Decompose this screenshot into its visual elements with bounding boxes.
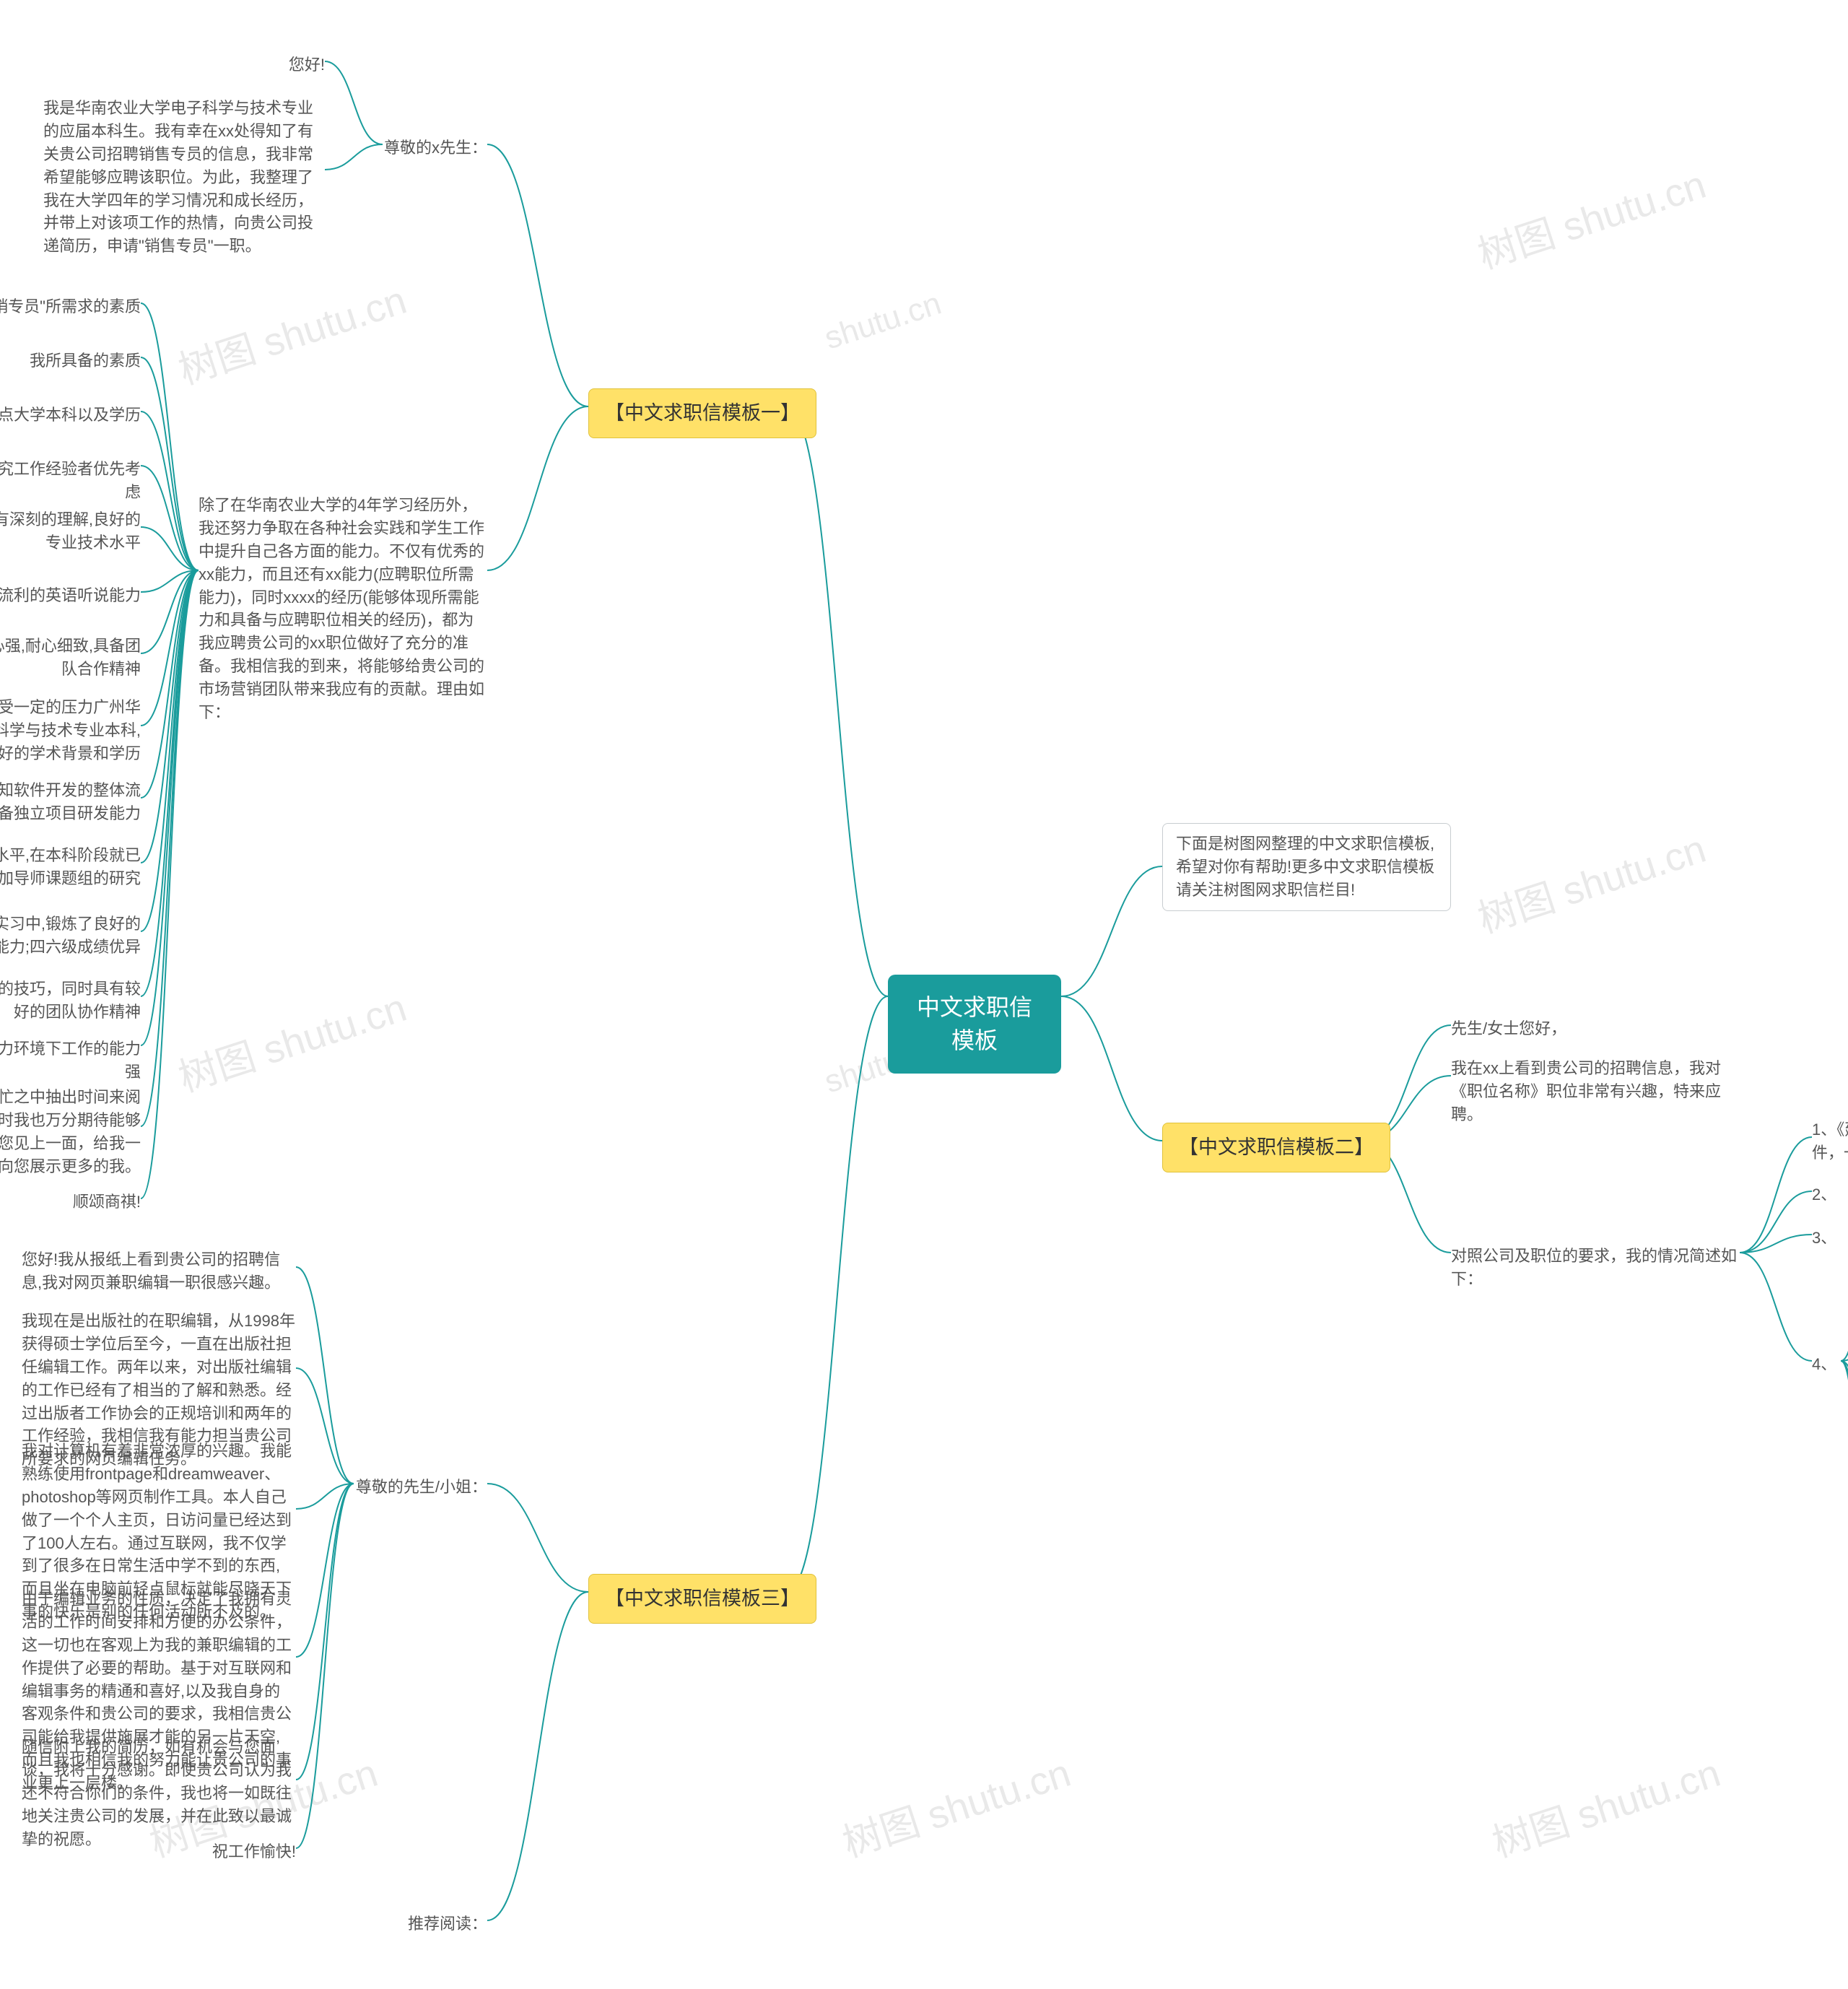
- watermark: 树图 shutu.cn: [1484, 1741, 1727, 1868]
- quality-dev: l对软件开发工程有深刻的理解,良好的专业技术水平: [0, 505, 141, 557]
- greeting-1: 尊敬的x先生：: [383, 134, 487, 162]
- t2-greet: 先生/女士您好，: [1451, 1014, 1581, 1043]
- t2-item-4: 4、: [1812, 1350, 1841, 1379]
- watermark: 树图 shutu.cn: [1470, 152, 1712, 279]
- quality-sony: sony"营销专员"所需求的素质: [0, 292, 141, 321]
- quality-team: l吃苦耐劳,责任心强,耐心细致,具备团队合作精神: [0, 632, 141, 684]
- t2-item-3: 3、: [1812, 1224, 1848, 1253]
- quality-mine: 我所具备的素质: [0, 347, 141, 375]
- shangqi: 顺颂商祺!: [69, 1188, 141, 1217]
- quality-exp: l具有相关研究工作经验者优先考虑: [0, 455, 141, 507]
- quality-multi: 在多家跨国企业实习中,锻炼了良好的听说能力;四六级成绩优异: [0, 910, 141, 962]
- quality-edu: l重点大学本科以及学历: [0, 401, 141, 430]
- t2-body: 我在xx上看到贵公司的招聘信息，我对《职位名称》职位非常有兴趣，特来应聘。: [1451, 1054, 1747, 1129]
- watermark: 树图 shutu.cn: [834, 1741, 1077, 1868]
- template-3-title[interactable]: 【中文求职信模板三】: [588, 1574, 816, 1624]
- reason-body: 除了在华南农业大学的4年学习经历外，我还努力争取在各种社会实践和学生工作中提升自…: [199, 491, 487, 727]
- template-2-title[interactable]: 【中文求职信模板二】: [1162, 1123, 1390, 1172]
- greeting-1-hello: 您好!: [285, 51, 325, 79]
- thanks-1: 非常感谢您能在百忙之中抽出时间来阅读我的求职信，同时我也万分期待能够在您方便的时…: [0, 1083, 141, 1181]
- quality-pro: 优秀的专业知识水平,在本科阶段就已参加导师课题组的研究: [0, 841, 141, 893]
- quality-ibm: 曾在ibm实习，熟知软件开发的整体流程，同时具备独立项目研发能力: [0, 776, 141, 828]
- t2-item-2: 2、: [1812, 1180, 1848, 1209]
- p3-a: 您好!我从报纸上看到贵公司的招聘信息,我对网页兼职编辑一职很感兴趣。: [22, 1245, 296, 1297]
- t2-item-1: 1、《建议严格按照招聘信息里列举的条件，一一对应来写，顺序不变》: [1812, 1115, 1848, 1167]
- watermark-small: shutu.cn: [820, 286, 946, 357]
- intro-box: 下面是树图网整理的中文求职信模板,希望对你有帮助!更多中文求职信模板请关注树图网…: [1162, 823, 1451, 911]
- watermark: 树图 shutu.cn: [170, 975, 413, 1102]
- p3-f: 祝工作愉快!: [209, 1837, 296, 1866]
- watermark: 树图 shutu.cn: [1470, 817, 1712, 944]
- quality-press: l能够在工作中承受一定的压力广州华南农业大学电子科学与技术专业本科,具有较好的学…: [0, 693, 141, 768]
- template-1-title[interactable]: 【中文求职信模板一】: [588, 388, 816, 438]
- root-node[interactable]: 中文求职信模板: [888, 975, 1061, 1074]
- quality-high: 在高压力环境下工作的能力强: [0, 1035, 141, 1087]
- t2-req: 对照公司及职位的要求，我的情况简述如下：: [1451, 1242, 1740, 1294]
- greeting-1-body: 我是华南农业大学电子科学与技术专业的应届本科生。我有幸在xx处得知了有关贵公司招…: [43, 94, 325, 261]
- greeting-3: 尊敬的先生/小姐：: [354, 1473, 487, 1502]
- p3-g: 推荐阅读：: [408, 1910, 487, 1938]
- quality-eng: l流利的英语听说能力: [0, 581, 141, 610]
- p3-e: 随信附上我的简历，如有机会与您面谈，我将十分感谢。即使贵公司认为我还不符合你们的…: [22, 1733, 296, 1853]
- mindmap-canvas: 树图 shutu.cn 树图 shutu.cn 树图 shutu.cn 树图 s…: [0, 0, 1848, 1989]
- watermark: 树图 shutu.cn: [170, 268, 413, 395]
- quality-comm: 熟练掌握与人沟通的技巧，同时具有较好的团队协作精神: [0, 975, 141, 1027]
